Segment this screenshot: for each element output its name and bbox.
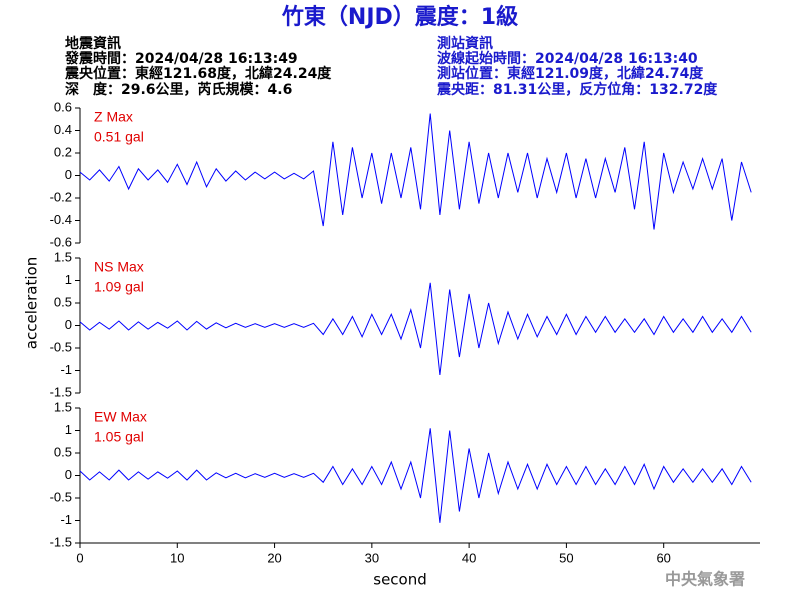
y-tick-label: 1.5 <box>54 399 72 414</box>
y-tick-label: 0 <box>65 167 72 182</box>
x-tick-label: 40 <box>462 550 476 565</box>
y-tick-label: -1 <box>60 512 72 527</box>
waveform <box>79 282 752 376</box>
y-axis-label: acceleration <box>23 257 41 349</box>
x-axis-label: second <box>373 571 427 589</box>
header-right: 震央距：81.31公里，反方位角：132.72度 <box>436 81 718 98</box>
y-tick-label: -1.5 <box>50 534 72 549</box>
max-value: 1.09 gal <box>94 279 144 295</box>
y-tick-label: 0.2 <box>54 144 72 159</box>
max-label: EW Max <box>94 409 147 425</box>
y-tick-label: 0 <box>65 467 72 482</box>
x-tick-label: 0 <box>76 550 83 565</box>
y-tick-label: -1 <box>60 362 72 377</box>
title: 竹東（NJD）震度：1級 <box>281 4 518 30</box>
x-tick-label: 30 <box>365 550 379 565</box>
header-left: 震央位置：東經121.68度，北緯24.24度 <box>64 65 332 82</box>
waveform <box>79 428 752 523</box>
y-tick-label: -0.4 <box>50 212 72 227</box>
y-tick-label: 0.5 <box>54 444 72 459</box>
y-tick-label: -0.6 <box>50 234 72 249</box>
y-tick-label: -0.5 <box>50 339 72 354</box>
x-tick-label: 50 <box>559 550 573 565</box>
max-label: NS Max <box>94 259 144 275</box>
x-tick-label: 10 <box>170 550 184 565</box>
y-tick-label: -1.5 <box>50 384 72 399</box>
header-left: 深 度：29.6公里，芮氏規模：4.6 <box>65 81 292 98</box>
y-tick-label: 1.5 <box>54 249 72 264</box>
y-tick-label: 0 <box>65 317 72 332</box>
y-tick-label: 0.5 <box>54 294 72 309</box>
x-tick-label: 20 <box>267 550 281 565</box>
header-right: 波線起始時間：2024/04/28 16:13:40 <box>437 50 698 67</box>
max-value: 0.51 gal <box>94 129 144 145</box>
header-right: 測站資訊 <box>437 35 493 52</box>
x-tick-label: 60 <box>656 550 670 565</box>
max-label: Z Max <box>94 109 133 125</box>
y-tick-label: -0.5 <box>50 489 72 504</box>
header-right: 測站位置：東經121.09度，北緯24.74度 <box>437 65 704 82</box>
header-left: 地震資訊 <box>65 35 121 52</box>
y-tick-label: 1 <box>65 422 72 437</box>
y-tick-label: 1 <box>65 272 72 287</box>
footer: 中央氣象署 <box>665 570 745 589</box>
header-left: 發震時間：2024/04/28 16:13:49 <box>64 50 298 67</box>
waveform <box>79 113 752 230</box>
y-tick-label: 0.4 <box>54 122 72 137</box>
y-tick-label: -0.2 <box>50 189 72 204</box>
y-tick-label: 0.6 <box>54 99 72 114</box>
max-value: 1.05 gal <box>94 429 144 445</box>
